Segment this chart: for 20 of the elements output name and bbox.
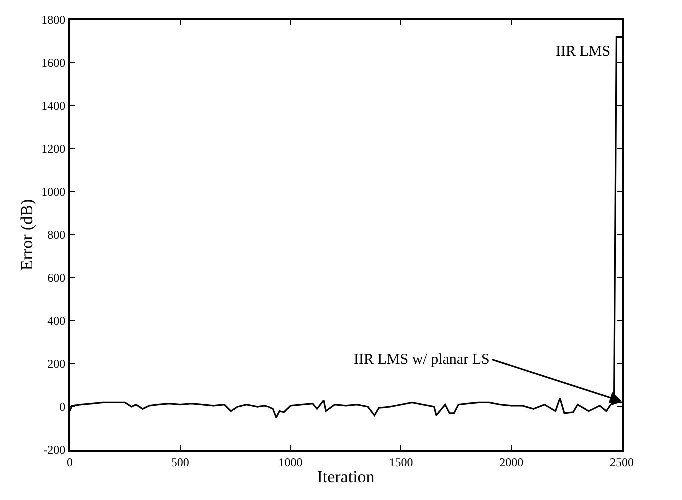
y-tick-label: 1000 xyxy=(42,185,66,200)
x-tick-label: 2500 xyxy=(610,455,634,470)
x-tick-label: 500 xyxy=(171,455,190,470)
y-tick-label: 1600 xyxy=(42,56,66,70)
y-tick-label: 600 xyxy=(48,271,66,286)
x-tick-label: 1000 xyxy=(278,455,303,470)
y-tick-label: -200 xyxy=(44,443,66,458)
x-tick-label: 2000 xyxy=(500,455,524,470)
y-tick-label: 400 xyxy=(48,314,66,328)
annotation: IIR LMS xyxy=(556,44,611,60)
y-tick-label: 1400 xyxy=(42,99,66,114)
y-axis-title: Error (dB) xyxy=(18,199,37,271)
y-tick-label: 1800 xyxy=(42,13,66,28)
x-tick-label: 1500 xyxy=(389,455,414,470)
annotation: IIR LMS w/ planar LS xyxy=(354,352,490,368)
x-axis-title: Iteration xyxy=(317,467,376,486)
y-tick-label: 800 xyxy=(48,228,66,242)
y-tick-label: 200 xyxy=(48,357,66,372)
y-tick-label: 0 xyxy=(60,400,66,414)
y-tick-label: 1200 xyxy=(42,142,66,156)
